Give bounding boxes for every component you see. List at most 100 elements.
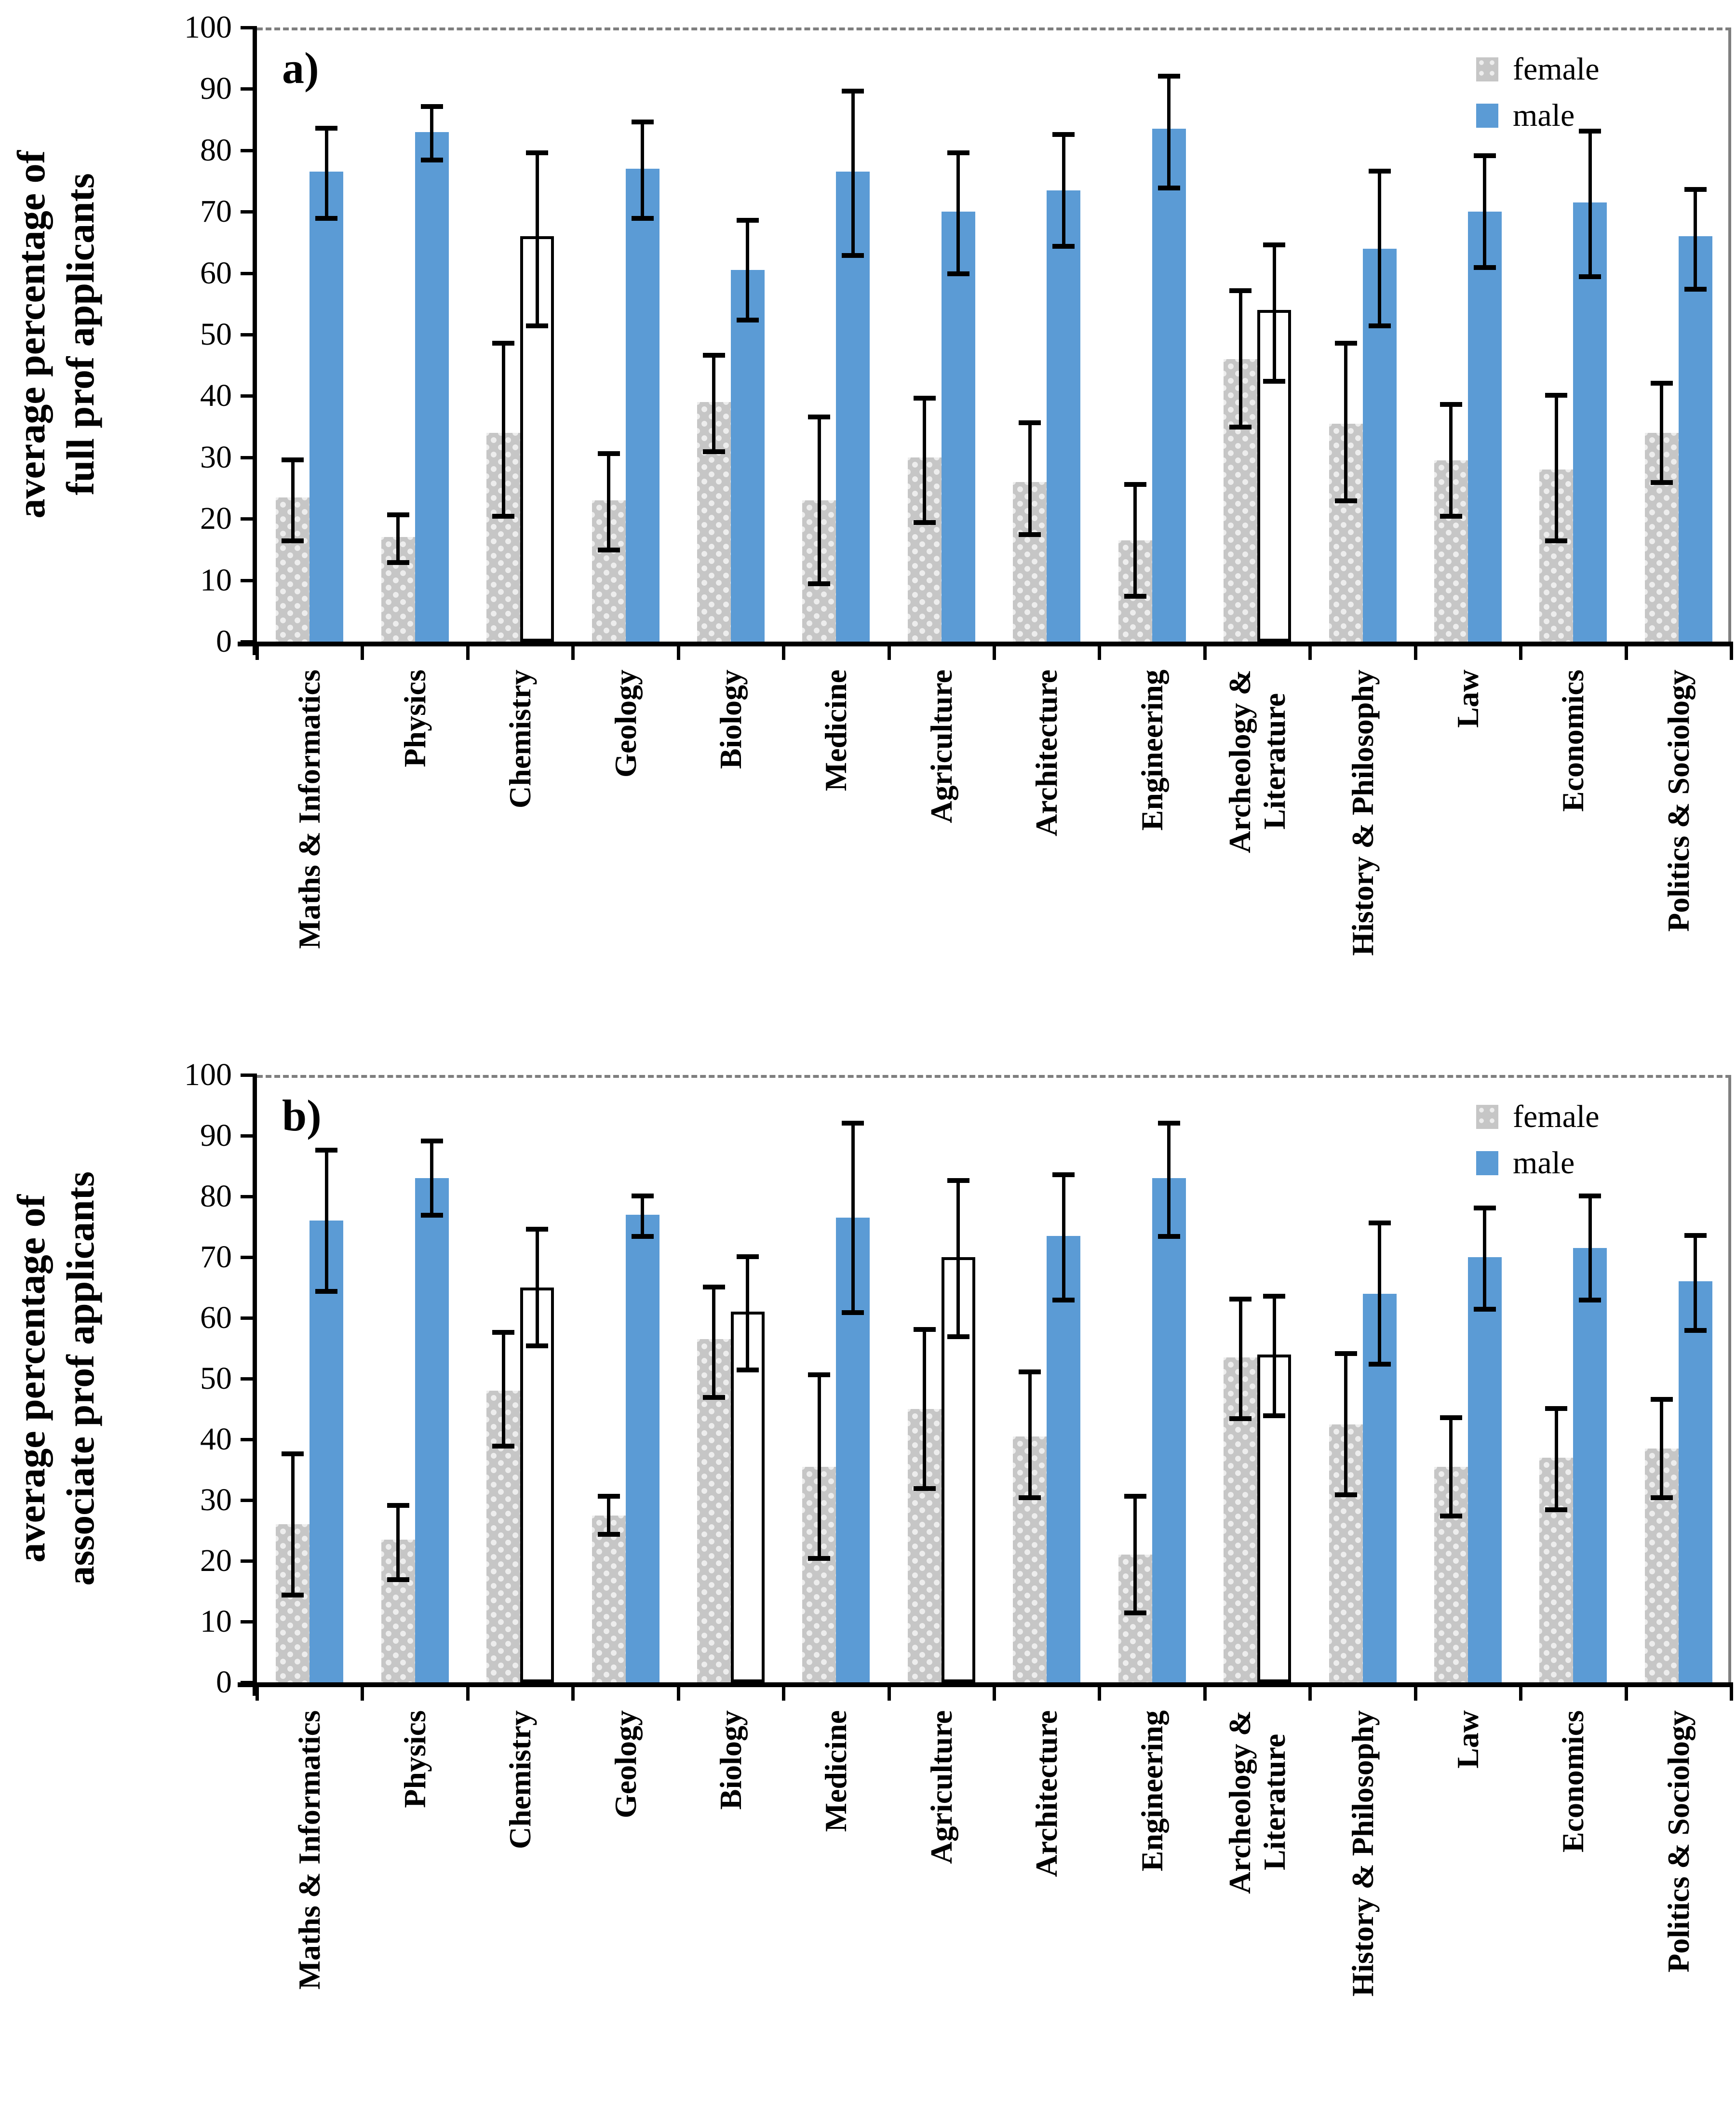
y-axis-title-panel-b: average percentage of associate prof app… bbox=[7, 1075, 118, 1682]
x-tick bbox=[1519, 642, 1523, 660]
category-label-Architecture: Architecture bbox=[1029, 670, 1064, 836]
error-line bbox=[1449, 1415, 1453, 1518]
bar-female-History & Philosophy bbox=[1329, 423, 1363, 642]
x-tick bbox=[1203, 1682, 1207, 1701]
error-line bbox=[291, 457, 295, 544]
x-tick bbox=[993, 1682, 996, 1701]
y-tick-80 bbox=[241, 148, 257, 152]
error-line bbox=[1167, 1120, 1171, 1239]
y-tick-40 bbox=[241, 394, 257, 398]
x-tick bbox=[361, 1682, 364, 1701]
plot-area-panel-b bbox=[257, 1075, 1731, 1682]
x-tick bbox=[1308, 642, 1312, 660]
y-tick-10 bbox=[241, 1620, 257, 1624]
error-bar-female-Archeology & Literature bbox=[1229, 288, 1252, 430]
category-label-Chemistry: Chemistry bbox=[503, 670, 538, 808]
bar-male-Maths & Informatics bbox=[310, 172, 344, 642]
error-line bbox=[1062, 132, 1065, 249]
error-bar-female-Medicine bbox=[808, 414, 831, 587]
category-label-Medicine: Medicine bbox=[819, 670, 853, 792]
x-tick bbox=[256, 1682, 259, 1701]
error-bar-male-Engineering bbox=[1157, 1120, 1180, 1239]
error-bar-male-Biology bbox=[736, 1254, 759, 1373]
error-line bbox=[396, 1503, 400, 1583]
error-bar-female-Physics bbox=[387, 512, 409, 565]
x-tick bbox=[466, 642, 470, 660]
category-label-Archeology & Literature: Archeology & Literature bbox=[1223, 1710, 1292, 1894]
x-tick bbox=[256, 642, 259, 660]
legend-row-female: female bbox=[1476, 53, 1600, 86]
error-line bbox=[1554, 1406, 1558, 1513]
bar-male-Engineering bbox=[1152, 129, 1186, 642]
error-line bbox=[1028, 1369, 1032, 1500]
error-line bbox=[641, 120, 644, 221]
x-tick bbox=[1624, 1682, 1628, 1701]
error-line bbox=[1238, 1296, 1242, 1422]
error-bar-female-History & Philosophy bbox=[1334, 1351, 1357, 1497]
x-tick bbox=[1098, 1682, 1102, 1701]
error-line bbox=[396, 512, 400, 565]
legend-female-label: female bbox=[1513, 52, 1600, 87]
category-label-Geology: Geology bbox=[608, 670, 643, 778]
y-axis-title-text-b: average percentage of associate prof app… bbox=[7, 1171, 105, 1586]
bar-male-Politics & Sociology bbox=[1678, 1281, 1712, 1682]
y-tick-label-10: 10 bbox=[200, 1604, 232, 1639]
error-bar-male-Medicine bbox=[842, 1120, 864, 1315]
error-line bbox=[817, 1372, 821, 1561]
error-bar-male-Politics & Sociology bbox=[1684, 187, 1707, 292]
y-tick-label-20: 20 bbox=[200, 501, 232, 537]
error-bar-female-Chemistry bbox=[492, 340, 515, 519]
category-label-History & Philosophy: History & Philosophy bbox=[1345, 1710, 1380, 1997]
error-line bbox=[956, 1178, 960, 1340]
y-tick-40 bbox=[241, 1438, 257, 1441]
error-bar-male-Geology bbox=[631, 1193, 654, 1239]
error-bar-female-Biology bbox=[702, 1284, 725, 1400]
error-line bbox=[430, 1139, 434, 1218]
error-line bbox=[1483, 153, 1487, 270]
x-tick bbox=[1519, 1682, 1523, 1701]
y-tick-label-60: 60 bbox=[200, 1300, 232, 1335]
error-line bbox=[1028, 420, 1032, 537]
error-bar-male-Economics bbox=[1579, 129, 1601, 280]
y-tick-50 bbox=[241, 1377, 257, 1381]
error-line bbox=[712, 353, 716, 455]
error-bar-female-Politics & Sociology bbox=[1650, 380, 1673, 485]
y-axis-line bbox=[253, 27, 257, 655]
x-tick bbox=[782, 642, 786, 660]
x-axis-line bbox=[238, 1682, 1731, 1687]
error-bar-female-Medicine bbox=[808, 1372, 831, 1561]
y-tick-label-100: 100 bbox=[184, 1057, 232, 1092]
category-label-Law: Law bbox=[1450, 1710, 1485, 1769]
category-label-Biology: Biology bbox=[713, 670, 748, 769]
category-label-Engineering: Engineering bbox=[1134, 670, 1169, 831]
category-label-Maths & Informatics: Maths & Informatics bbox=[292, 1710, 327, 1990]
category-label-History & Philosophy: History & Philosophy bbox=[1345, 670, 1380, 956]
error-line bbox=[291, 1451, 295, 1597]
error-bar-female-Geology bbox=[597, 451, 620, 553]
y-title-b-line1: average percentage of bbox=[9, 1194, 53, 1563]
error-bar-female-Maths & Informatics bbox=[282, 1451, 304, 1597]
error-line bbox=[1272, 1293, 1276, 1418]
error-line bbox=[1344, 1351, 1347, 1497]
error-line bbox=[324, 1148, 328, 1294]
error-bar-female-Archeology & Literature bbox=[1229, 1296, 1252, 1422]
error-bar-male-Maths & Informatics bbox=[315, 125, 338, 221]
x-tick bbox=[1308, 1682, 1312, 1701]
y-tick-label-40: 40 bbox=[200, 1422, 232, 1457]
error-bar-male-Medicine bbox=[842, 89, 864, 258]
bar-male-Physics bbox=[415, 1178, 449, 1682]
y-tick-label-80: 80 bbox=[200, 1179, 232, 1214]
y-tick-label-90: 90 bbox=[200, 1118, 232, 1153]
error-bar-female-History & Philosophy bbox=[1334, 340, 1357, 504]
y-tick-100 bbox=[241, 26, 257, 29]
bar-female-Chemistry bbox=[486, 1391, 521, 1682]
error-line bbox=[1272, 242, 1276, 384]
error-bar-female-Physics bbox=[387, 1503, 409, 1583]
category-label-Archeology & Literature: Archeology & Literature bbox=[1223, 670, 1292, 853]
error-bar-female-Agriculture bbox=[913, 1327, 936, 1491]
bar-female-Agriculture bbox=[907, 1409, 942, 1682]
error-bar-male-History & Philosophy bbox=[1368, 169, 1391, 329]
error-line bbox=[641, 1193, 644, 1239]
bar-male-Geology bbox=[625, 1214, 659, 1682]
